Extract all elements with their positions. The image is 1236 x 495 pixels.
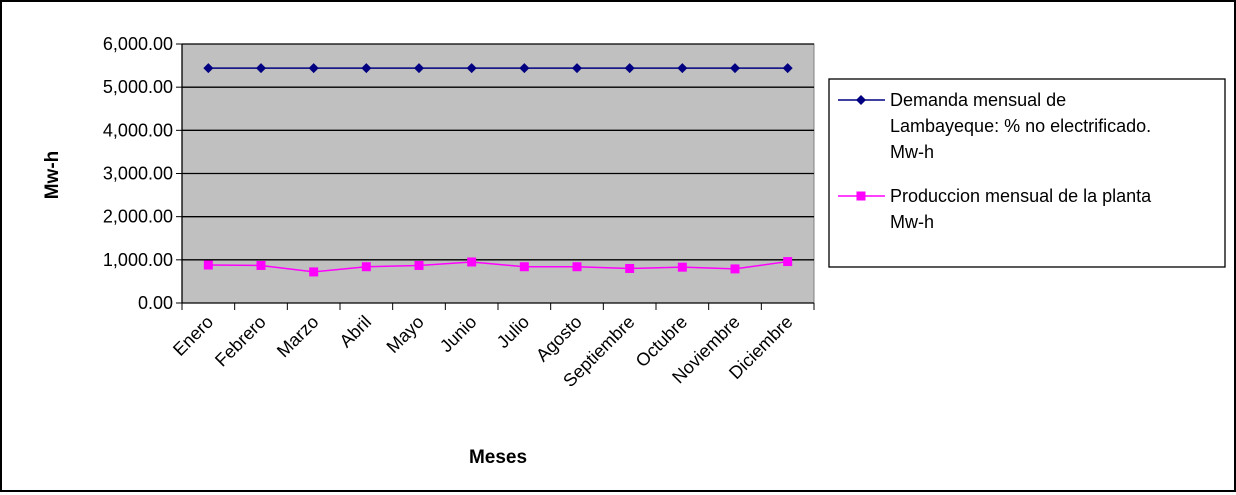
data-point-square — [414, 260, 424, 270]
y-axis-ticks: 0.00 1,000.00 2,000.00 3,000.00 4,000.00 5,00… — [103, 34, 182, 313]
series-line — [208, 260, 788, 273]
legend: Demanda mensual de Lambayeque: % no elect… — [828, 78, 1226, 268]
data-point-square — [625, 263, 635, 273]
y-tick-label: 4,000.00 — [103, 120, 173, 140]
legend-label: Demanda mensual de Lambayeque: % no elect… — [890, 90, 1151, 162]
legend-item-1: Demanda mensual de Lambayeque: % no elect… — [838, 90, 1151, 162]
data-point-diamond — [466, 63, 477, 74]
x-tick-label: Abril — [336, 312, 376, 352]
legend-label-line: Demanda mensual de — [890, 90, 1066, 110]
data-point-square — [677, 262, 687, 272]
x-axis-title: Meses — [469, 447, 527, 468]
series-1 — [203, 63, 793, 74]
x-tick-label: Julio — [493, 312, 533, 352]
y-tick-label: 6,000.00 — [103, 34, 173, 54]
data-point-diamond — [256, 63, 266, 74]
y-tick-label: 5,000.00 — [103, 77, 173, 97]
legend-label-line: Mw-h — [890, 142, 934, 162]
data-point-square — [783, 257, 793, 267]
x-tick-label: Enero — [169, 312, 217, 360]
x-tick-label: Mayo — [383, 312, 428, 357]
legend-box — [828, 78, 1226, 268]
data-point-diamond — [677, 63, 688, 74]
data-point-square — [203, 260, 213, 270]
legend-marker-diamond — [856, 95, 866, 105]
y-axis-title: Mw-h — [42, 151, 63, 200]
data-point-square — [256, 260, 266, 270]
data-point-diamond — [730, 63, 740, 74]
data-point-square — [467, 257, 477, 267]
data-point-diamond — [624, 63, 635, 74]
data-point-diamond — [782, 63, 793, 74]
data-point-diamond — [308, 63, 319, 74]
y-tick-label: 1,000.00 — [103, 250, 173, 270]
data-point-square — [572, 262, 582, 272]
x-tick-label: Junio — [436, 312, 481, 357]
data-point-diamond — [361, 63, 372, 74]
y-tick-label: 2,000.00 — [103, 207, 173, 227]
data-point-square — [519, 262, 529, 272]
data-point-square — [361, 262, 371, 272]
legend-item-2: Produccion mensual de la planta Mw-h — [838, 186, 1152, 232]
x-tick-label: Febrero — [211, 312, 270, 371]
y-tick-label: 0.00 — [138, 293, 173, 313]
data-point-diamond — [572, 63, 582, 74]
legend-label-line: Mw-h — [890, 212, 934, 232]
data-point-diamond — [414, 63, 424, 74]
data-point-square — [730, 264, 740, 274]
legend-label-line: Produccion mensual de la planta — [890, 186, 1152, 206]
y-tick-label: 3,000.00 — [103, 164, 173, 184]
series-layer — [203, 63, 793, 277]
legend-label-line: Lambayeque: % no electrificado. — [890, 116, 1151, 136]
legend-label: Produccion mensual de la planta Mw-h — [890, 186, 1152, 232]
data-point-square — [309, 267, 319, 277]
legend-marker-square — [856, 191, 866, 201]
x-tick-label: Marzo — [273, 312, 323, 362]
data-point-diamond — [203, 63, 214, 74]
data-point-diamond — [519, 63, 530, 74]
series-2 — [203, 257, 793, 277]
